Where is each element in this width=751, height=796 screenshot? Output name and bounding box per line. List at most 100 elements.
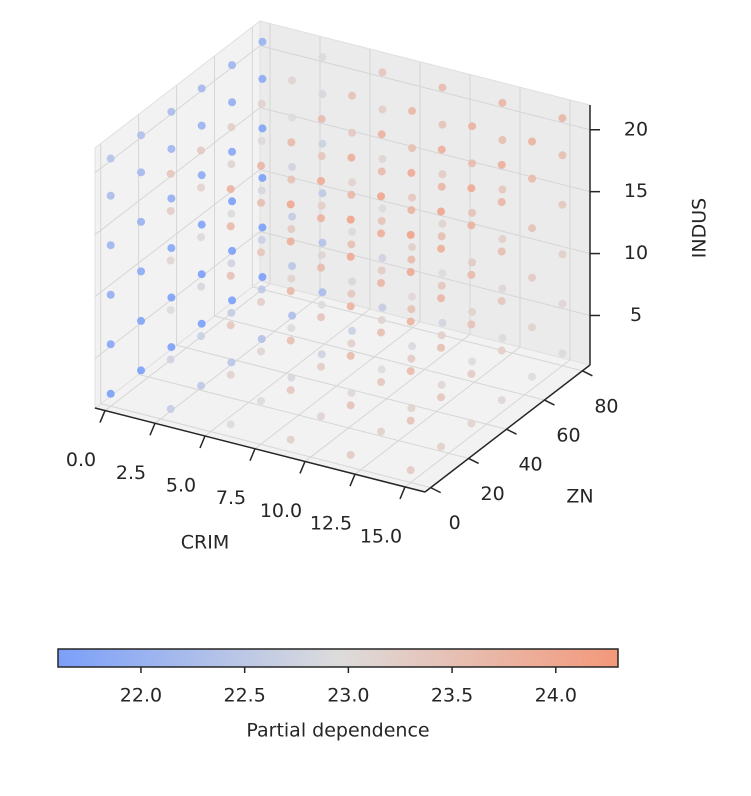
x-tick-label: 2.5: [116, 462, 146, 484]
point: [377, 316, 386, 325]
point: [287, 225, 296, 234]
grid-line: [259, 45, 591, 131]
point: [318, 238, 327, 247]
point: [377, 192, 386, 201]
point: [197, 381, 206, 390]
point: [408, 243, 417, 252]
point: [498, 284, 507, 293]
x-tick-label: 5.0: [166, 475, 196, 497]
colorbar-tick-label: 23.5: [431, 685, 473, 707]
point: [406, 268, 415, 277]
y-tick: [430, 486, 442, 494]
point: [468, 208, 477, 217]
point: [318, 139, 327, 148]
point: [317, 362, 326, 371]
grid-line: [259, 230, 591, 316]
point: [257, 297, 266, 306]
point: [347, 339, 356, 348]
point: [437, 281, 446, 290]
point: [137, 217, 146, 226]
point: [438, 269, 447, 278]
point: [257, 161, 266, 170]
point: [347, 289, 356, 298]
point: [348, 128, 357, 137]
point: [317, 412, 326, 421]
point: [286, 435, 295, 444]
point: [497, 297, 506, 306]
point: [558, 151, 567, 160]
point: [197, 121, 206, 130]
point: [468, 159, 477, 168]
point: [467, 184, 476, 193]
point: [197, 183, 206, 192]
colorbar: [57, 648, 619, 668]
point: [437, 331, 446, 340]
point: [468, 258, 477, 267]
point: [346, 252, 355, 261]
point: [437, 294, 446, 303]
point: [137, 366, 146, 375]
point: [226, 370, 235, 379]
point: [528, 174, 537, 183]
x-tick: [249, 448, 256, 462]
point: [288, 76, 297, 85]
point: [167, 244, 176, 253]
point: [528, 273, 537, 282]
point: [347, 190, 356, 199]
point: [528, 323, 537, 332]
point: [288, 212, 297, 221]
point: [228, 147, 237, 156]
colorbar-tick-label: 23.0: [327, 685, 369, 707]
point: [286, 200, 295, 209]
point: [257, 136, 266, 145]
point: [498, 334, 507, 343]
y-axis-label: ZN: [566, 486, 593, 508]
point: [258, 273, 267, 282]
grid-line: [404, 359, 571, 488]
point: [558, 250, 567, 259]
point: [377, 216, 386, 225]
point: [558, 349, 567, 358]
point: [346, 401, 355, 410]
point: [378, 154, 387, 163]
point: [528, 137, 537, 146]
point: [106, 290, 115, 299]
point: [437, 232, 446, 241]
point: [438, 120, 447, 129]
point: [348, 227, 357, 236]
point: [407, 206, 416, 215]
point: [408, 193, 417, 202]
point: [197, 146, 206, 155]
point: [497, 346, 506, 355]
point: [257, 198, 266, 207]
y-tick-label: 80: [594, 395, 618, 417]
x-tick-label: 12.5: [310, 513, 352, 535]
point: [257, 334, 266, 343]
point: [197, 332, 206, 341]
z-tick-label: 15: [624, 180, 648, 202]
point: [257, 186, 266, 195]
point: [377, 229, 386, 238]
colorbar-label: Partial dependence: [246, 720, 429, 742]
point: [286, 336, 295, 345]
point: [498, 98, 507, 107]
point: [287, 324, 296, 333]
point: [106, 389, 115, 398]
grid-line: [252, 286, 583, 372]
point: [106, 191, 115, 200]
grid-line: [204, 308, 371, 437]
y-tick: [544, 399, 555, 406]
point: [406, 367, 415, 376]
point: [437, 442, 446, 451]
point: [406, 317, 415, 326]
point: [227, 358, 236, 367]
point: [288, 311, 297, 320]
grid-line: [100, 403, 431, 489]
point: [497, 396, 506, 405]
point: [137, 168, 146, 177]
point: [317, 201, 326, 210]
point: [166, 306, 175, 315]
point: [166, 405, 175, 414]
point: [257, 396, 266, 405]
point: [437, 145, 446, 154]
